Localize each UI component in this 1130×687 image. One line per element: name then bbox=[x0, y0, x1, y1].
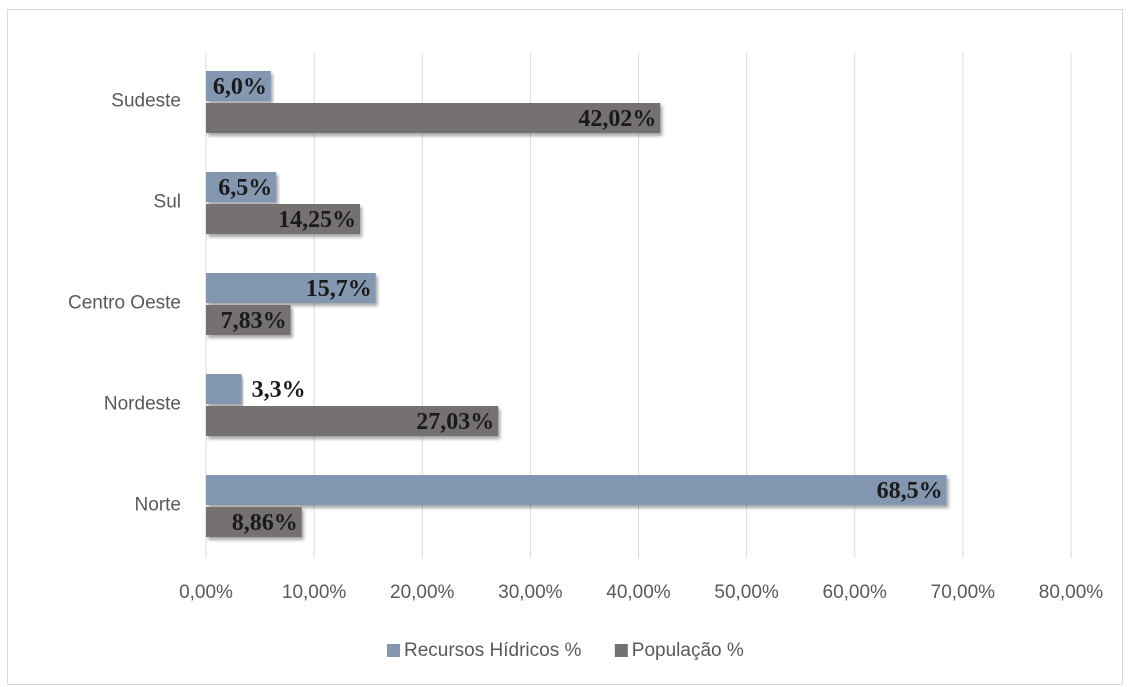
axes: 0,00% 10,00% 20,00% 30,00% 40,00% 50,00% 60,00… bbox=[68, 91, 1103, 604]
data-label: 6,5% bbox=[218, 175, 272, 201]
data-label: 14,25% bbox=[278, 207, 356, 233]
legend: Recursos Hídricos % População % bbox=[387, 640, 744, 661]
category-label: Centro Oeste bbox=[68, 293, 181, 314]
data-label: 42,02% bbox=[578, 106, 656, 132]
x-tick-label: 40,00% bbox=[606, 582, 671, 603]
bar bbox=[206, 273, 376, 303]
gridlines bbox=[205, 53, 1072, 558]
bar bbox=[206, 475, 947, 505]
bar bbox=[206, 305, 291, 335]
category-label: Nordeste bbox=[104, 394, 181, 415]
x-tick-label: 50,00% bbox=[714, 582, 779, 603]
x-tick-label: 70,00% bbox=[931, 582, 996, 603]
category-label: Norte bbox=[135, 495, 181, 516]
data-label: 68,5% bbox=[877, 478, 943, 504]
data-label: 27,03% bbox=[416, 409, 494, 435]
x-tick-label: 80,00% bbox=[1039, 582, 1104, 603]
legend-label: Recursos Hídricos % bbox=[404, 640, 581, 661]
bar bbox=[206, 71, 271, 101]
x-tick-label: 0,00% bbox=[179, 582, 233, 603]
x-tick-label: 60,00% bbox=[823, 582, 888, 603]
data-label: 15,7% bbox=[306, 276, 372, 302]
bar bbox=[206, 204, 361, 234]
x-tick-label: 20,00% bbox=[390, 582, 455, 603]
legend-swatch bbox=[614, 644, 628, 657]
data-label: 7,83% bbox=[221, 308, 287, 334]
data-label: 3,3% bbox=[252, 377, 306, 403]
bar bbox=[206, 172, 277, 202]
data-label: 8,86% bbox=[232, 510, 298, 536]
bar bbox=[206, 406, 499, 436]
category-label: Sudeste bbox=[111, 91, 181, 112]
x-tick-label: 30,00% bbox=[498, 582, 563, 603]
legend-label: População % bbox=[632, 640, 744, 661]
x-tick-label: 10,00% bbox=[282, 582, 347, 603]
bars bbox=[206, 71, 947, 537]
data-label: 6,0% bbox=[213, 74, 267, 100]
bar bbox=[206, 374, 242, 404]
bar bbox=[206, 103, 661, 133]
bar bbox=[206, 507, 302, 537]
data-labels: 68,5% 8,86% 3,3% 27,03% 15,7% 7,83% 6,5%14,25%… bbox=[213, 74, 943, 536]
legend-swatch bbox=[387, 644, 400, 657]
category-label: Sul bbox=[154, 192, 181, 213]
